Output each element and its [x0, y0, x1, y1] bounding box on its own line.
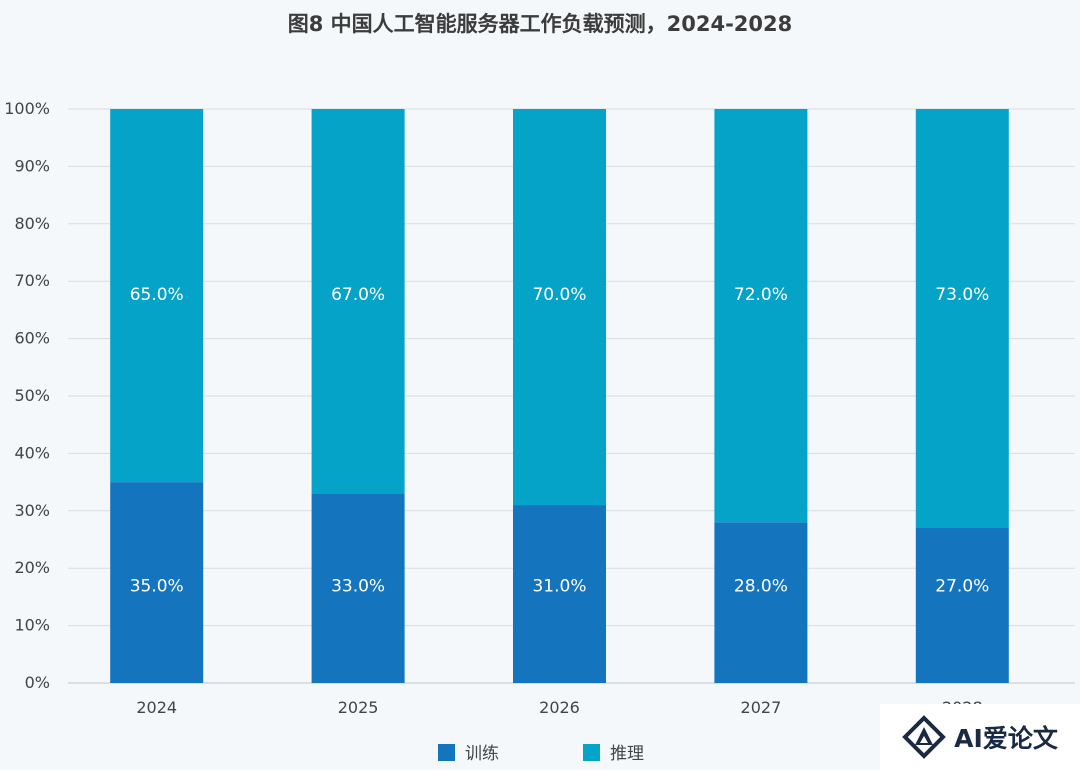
bar-推理-2026: [513, 109, 606, 506]
bar-推理-2028: [915, 109, 1009, 529]
x-tick-label: 2027: [741, 698, 782, 717]
watermark: AI爱论文: [880, 704, 1080, 770]
bar-训练-2027: [714, 522, 808, 683]
y-tick-label: 50%: [14, 386, 50, 405]
bar-训练-2025: [311, 493, 405, 683]
data-label: 67.0%: [331, 285, 385, 305]
data-label: 28.0%: [734, 576, 788, 596]
bar-训练-2028: [915, 528, 1009, 683]
data-label: 35.0%: [130, 576, 184, 596]
data-label: 31.0%: [532, 576, 586, 596]
y-tick-label: 70%: [14, 271, 50, 290]
logo-icon: [902, 715, 947, 759]
chart-title: 图8 中国人工智能服务器工作负载预测，2024-2028: [287, 12, 793, 36]
y-tick-label: 80%: [14, 214, 50, 233]
legend-swatch: [583, 744, 600, 761]
bar-推理-2027: [714, 109, 808, 523]
y-tick-label: 100%: [4, 99, 50, 118]
y-tick-label: 60%: [14, 329, 50, 348]
data-label: 70.0%: [532, 285, 586, 305]
y-tick-label: 20%: [14, 558, 50, 577]
y-tick-label: 40%: [14, 443, 50, 462]
legend-swatch: [438, 744, 455, 761]
x-tick-label: 2025: [338, 698, 379, 717]
y-tick-label: 90%: [14, 156, 50, 175]
x-tick-label: 2024: [136, 698, 177, 717]
bar-训练-2026: [513, 505, 606, 683]
legend-label: 训练: [465, 744, 499, 764]
data-label: 27.0%: [935, 576, 989, 596]
y-tick-label: 30%: [14, 501, 50, 520]
bar-推理-2024: [110, 109, 204, 483]
bar-训练-2024: [110, 482, 204, 683]
watermark-text: AI爱论文: [954, 724, 1058, 753]
x-tick-label: 2026: [539, 698, 580, 717]
bar-推理-2025: [311, 109, 405, 494]
legend-label: 推理: [610, 744, 644, 764]
data-label: 33.0%: [331, 576, 385, 596]
data-label: 73.0%: [935, 285, 989, 305]
y-tick-label: 10%: [14, 616, 50, 635]
y-tick-label: 0%: [25, 673, 50, 692]
data-label: 65.0%: [130, 285, 184, 305]
data-label: 72.0%: [734, 285, 788, 305]
